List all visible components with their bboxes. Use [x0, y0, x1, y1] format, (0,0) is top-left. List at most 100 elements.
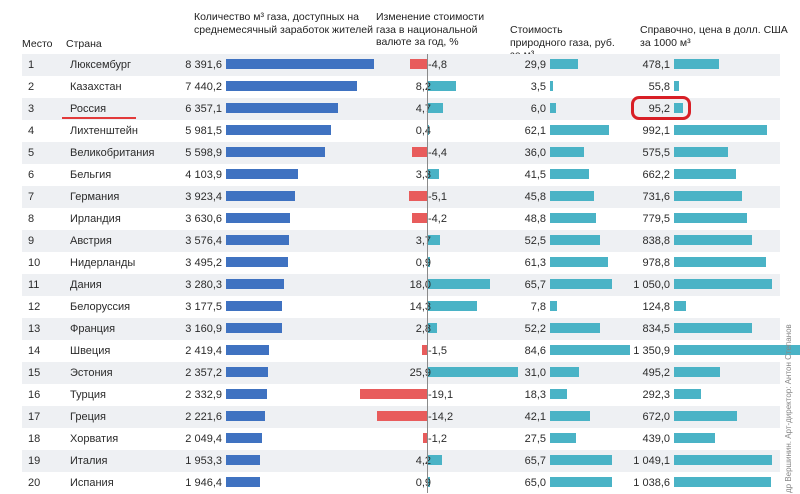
quantity-label: 3 576,4: [185, 235, 222, 247]
price-usd-bar: [674, 301, 686, 311]
change-bar: [422, 433, 427, 443]
price-usd-bar: [674, 323, 753, 333]
quantity-bar: [226, 367, 268, 377]
table-row: 18 Хорватия 2 049,4 -1,2 27,5 439,0: [22, 428, 780, 450]
change-bar: [421, 345, 427, 355]
price-rub-bar: [550, 477, 612, 487]
quantity-label: 3 495,2: [185, 257, 222, 269]
price-usd-label: 55,8: [648, 81, 670, 93]
price-rub-label: 3,5: [530, 81, 546, 93]
country-cell: Швеция: [70, 345, 111, 357]
price-rub-label: 84,6: [524, 345, 546, 357]
price-usd-label: 672,0: [642, 411, 670, 423]
quantity-bar: [226, 169, 299, 179]
quantity-label: 3 630,6: [185, 213, 222, 225]
price-usd-bar: [674, 103, 683, 113]
price-rub-bar: [550, 125, 609, 135]
price-rub-bar: [550, 345, 631, 355]
price-rub-bar: [550, 389, 568, 399]
header-country: Страна: [66, 38, 102, 50]
change-label: 18,0: [409, 279, 431, 291]
quantity-label: 2 419,4: [185, 345, 222, 357]
price-rub-bar: [550, 279, 613, 289]
price-rub-bar: [550, 323, 600, 333]
quantity-bar: [226, 213, 291, 223]
quantity-label: 3 160,9: [185, 323, 222, 335]
change-label: -14,2: [428, 411, 454, 423]
change-label: 0,4: [415, 125, 431, 137]
rank-cell: 11: [28, 279, 40, 291]
table-row: 16 Турция 2 332,9 -19,1 18,3 292,3: [22, 384, 780, 406]
change-label: -5,1: [428, 191, 447, 203]
price-rub-bar: [550, 59, 579, 69]
change-label: 4,7: [415, 103, 431, 115]
price-usd-label: 1 038,6: [633, 477, 670, 489]
country-cell: Казахстан: [70, 81, 122, 93]
price-rub-bar: [550, 367, 580, 377]
quantity-label: 2 357,2: [185, 367, 222, 379]
change-bar: [427, 279, 490, 289]
quantity-bar: [226, 59, 374, 69]
change-bar: [427, 81, 456, 91]
rank-cell: 15: [28, 367, 41, 379]
rank-cell: 13: [28, 323, 41, 335]
quantity-label: 5 598,9: [185, 147, 222, 159]
price-usd-label: 731,6: [642, 191, 670, 203]
price-usd-bar: [674, 477, 772, 487]
rank-cell: 19: [28, 455, 41, 467]
price-usd-bar: [674, 389, 702, 399]
credit-text: др Вершинин. Арт-директор: Антон Степано…: [784, 324, 793, 493]
quantity-bar: [226, 103, 339, 113]
quantity-label: 1 946,4: [185, 477, 222, 489]
rank-cell: 20: [28, 477, 41, 489]
change-bar: [409, 191, 427, 201]
price-rub-label: 41,5: [524, 169, 546, 181]
price-usd-bar: [674, 235, 753, 245]
change-label: 14,3: [409, 301, 431, 313]
rank-cell: 5: [28, 147, 35, 159]
price-usd-bar: [674, 213, 747, 223]
price-usd-label: 292,3: [642, 389, 670, 401]
rank-cell: 4: [28, 125, 35, 137]
price-rub-bar: [550, 301, 558, 311]
change-bar: [427, 103, 444, 113]
change-bar: [412, 213, 427, 223]
quantity-label: 5 981,5: [185, 125, 222, 137]
country-cell: Турция: [70, 389, 106, 401]
header-quantity: Количество м³ газа, доступных на среднем…: [194, 11, 373, 36]
country-cell: Россия: [70, 103, 107, 115]
price-rub-label: 65,0: [524, 477, 546, 489]
table-row: 4 Лихтенштейн 5 981,5 0,4 62,1 992,1: [22, 120, 780, 142]
price-usd-label: 834,5: [642, 323, 670, 335]
country-cell: Хорватия: [70, 433, 119, 445]
price-usd-bar: [674, 169, 736, 179]
price-rub-label: 6,0: [530, 103, 546, 115]
rank-cell: 16: [28, 389, 41, 401]
change-label: -1,5: [428, 345, 447, 357]
rank-cell: 1: [28, 59, 35, 71]
price-usd-bar: [674, 367, 721, 377]
price-usd-label: 1 049,1: [633, 455, 670, 467]
quantity-bar: [226, 125, 332, 135]
quantity-label: 4 103,9: [185, 169, 222, 181]
change-bar: [410, 59, 427, 69]
price-rub-label: 65,7: [524, 279, 546, 291]
quantity-bar: [226, 477, 261, 487]
table-row: 11 Дания 3 280,3 18,0 65,7 1 050,0: [22, 274, 780, 296]
rank-cell: 3: [28, 103, 35, 115]
change-label: 0,9: [415, 477, 431, 489]
price-rub-bar: [550, 103, 556, 113]
table-row: 19 Италия 1 953,3 4,2 65,7 1 049,1: [22, 450, 780, 472]
quantity-bar: [226, 345, 269, 355]
price-usd-label: 838,8: [642, 235, 670, 247]
table-row: 2 Казахстан 7 440,2 8,2 3,5 55,8: [22, 76, 780, 98]
rank-cell: 18: [28, 433, 41, 445]
price-rub-label: 52,5: [524, 235, 546, 247]
change-label: 3,7: [415, 235, 431, 247]
change-bar: [427, 367, 518, 377]
quantity-bar: [226, 235, 290, 245]
change-bar: [360, 389, 427, 399]
rank-cell: 12: [28, 301, 41, 313]
country-cell: Бельгия: [70, 169, 112, 181]
quantity-bar: [226, 323, 282, 333]
